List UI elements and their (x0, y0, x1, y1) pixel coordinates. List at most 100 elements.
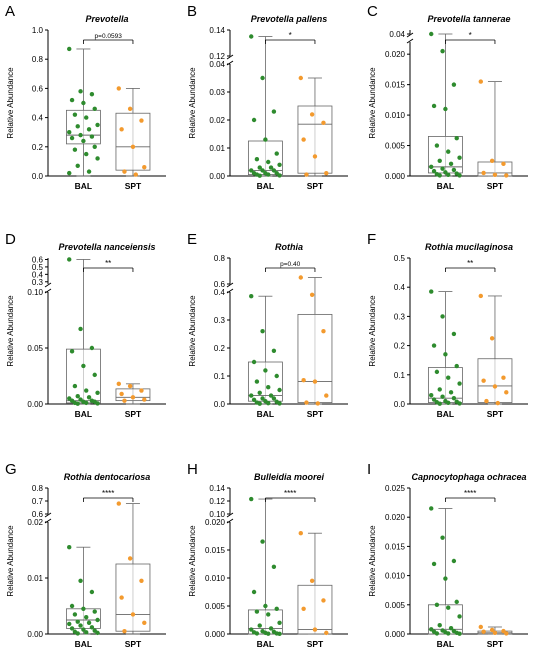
data-point (457, 381, 462, 386)
axis-break-mark (406, 38, 414, 44)
data-point (268, 393, 274, 398)
data-point (116, 86, 121, 91)
y-axis-label: Relative Abundance (188, 525, 197, 597)
box (297, 313, 333, 403)
data-point (271, 564, 277, 569)
data-point (122, 629, 127, 634)
data-point (72, 612, 78, 617)
data-point (75, 124, 80, 129)
data-point (75, 631, 80, 636)
box (427, 367, 463, 403)
data-point (268, 626, 274, 631)
y-tick-label: 0.0 (32, 172, 44, 181)
data-point (249, 34, 254, 39)
data-point (251, 589, 257, 595)
data-point (254, 379, 260, 384)
data-point (249, 496, 254, 502)
data-point (257, 165, 262, 170)
data-point (504, 390, 509, 395)
data-point (440, 394, 445, 399)
data-point (67, 621, 72, 627)
data-point (84, 630, 89, 635)
y-tick-label: 0.04 (389, 30, 405, 39)
data-point (437, 401, 442, 406)
y-tick-label: 0.2 (394, 342, 406, 351)
chart-title: Rothia mucilaginosa (425, 242, 513, 252)
axis-break-mark (226, 282, 234, 288)
data-point (501, 375, 506, 380)
panel-letter: D (5, 231, 16, 248)
data-point (446, 172, 451, 177)
data-point (122, 398, 127, 403)
data-point (321, 120, 326, 126)
series-spt (297, 531, 333, 636)
x-tick-label: SPT (487, 409, 504, 419)
data-point (440, 314, 445, 319)
y-tick-label: 0.020 (385, 513, 406, 522)
data-point (127, 383, 133, 389)
data-point (446, 605, 451, 610)
y-axis-label: Relative Abundance (188, 295, 197, 367)
y-tick-label: 0.005 (385, 601, 406, 610)
data-point (446, 631, 451, 636)
data-point (440, 48, 445, 54)
x-tick-label: SPT (307, 639, 324, 649)
data-point (89, 589, 95, 595)
y-tick-label: 0.3 (32, 278, 44, 287)
data-point (312, 154, 318, 159)
data-point (257, 173, 262, 178)
data-point (81, 606, 86, 611)
y-tick-label: 0.4 (32, 114, 44, 123)
y-tick-label: 0.2 (32, 143, 44, 152)
data-point (263, 368, 268, 373)
data-point (130, 144, 136, 149)
panel-letter: E (187, 231, 197, 248)
data-point (127, 556, 133, 561)
y-tick-label: 0.010 (385, 111, 406, 120)
data-point (67, 545, 72, 550)
data-point (321, 329, 326, 334)
series-bal (66, 257, 101, 406)
data-point (266, 172, 271, 177)
data-point (451, 167, 457, 173)
data-point (263, 603, 268, 609)
panel-letter: H (187, 461, 198, 478)
data-point (86, 395, 92, 400)
y-tick-label: 0.8 (32, 55, 44, 64)
data-point (501, 161, 506, 167)
data-point (133, 172, 138, 177)
significance-label: p=0.40 (280, 261, 300, 268)
data-point (277, 401, 282, 406)
series-bal (427, 506, 463, 636)
panel-e: E Rothia 0.6 0.8 0.0 0.1 0.2 0.3 0.4 Relative Abu… (187, 231, 348, 419)
data-point (431, 561, 437, 567)
data-point (440, 535, 445, 540)
y-tick-label: 0.0 (394, 400, 406, 409)
data-point (277, 631, 282, 637)
y-tick-label: 0.3 (214, 316, 226, 325)
data-point (431, 397, 437, 402)
data-point (481, 170, 486, 176)
data-point (95, 390, 100, 395)
data-point (277, 387, 282, 393)
data-point (266, 159, 271, 165)
data-point (298, 531, 303, 536)
data-point (95, 617, 100, 623)
series-bal (247, 34, 283, 178)
chart-title: Prevotella (85, 14, 128, 24)
data-point (263, 137, 268, 142)
y-axis-label: Relative Abundance (6, 525, 15, 597)
data-point (92, 144, 97, 149)
data-point (301, 378, 306, 383)
data-point (429, 289, 434, 294)
data-point (274, 606, 279, 611)
data-point (492, 172, 498, 177)
data-point (489, 627, 495, 633)
data-point (127, 106, 133, 112)
data-point (457, 631, 462, 636)
series-spt (477, 624, 513, 636)
data-point (92, 372, 97, 378)
y-axis-label: Relative Abundance (188, 67, 197, 139)
data-point (429, 393, 434, 398)
